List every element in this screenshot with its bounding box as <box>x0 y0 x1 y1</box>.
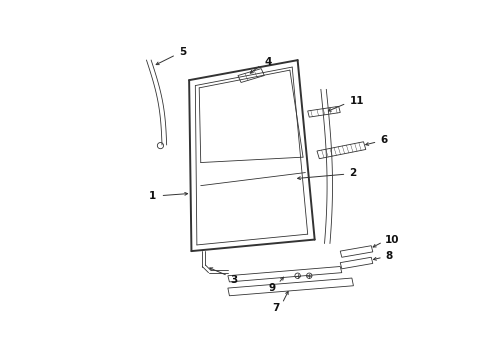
Text: 5: 5 <box>179 48 186 58</box>
Text: 7: 7 <box>272 303 280 313</box>
Text: 11: 11 <box>349 96 364 106</box>
Text: 2: 2 <box>349 167 357 177</box>
Text: 9: 9 <box>269 283 276 293</box>
Text: 6: 6 <box>381 135 388 145</box>
Text: 4: 4 <box>264 58 271 67</box>
Text: 3: 3 <box>230 275 238 285</box>
Text: 10: 10 <box>385 235 400 244</box>
Text: 8: 8 <box>385 251 392 261</box>
Text: 1: 1 <box>148 191 156 201</box>
